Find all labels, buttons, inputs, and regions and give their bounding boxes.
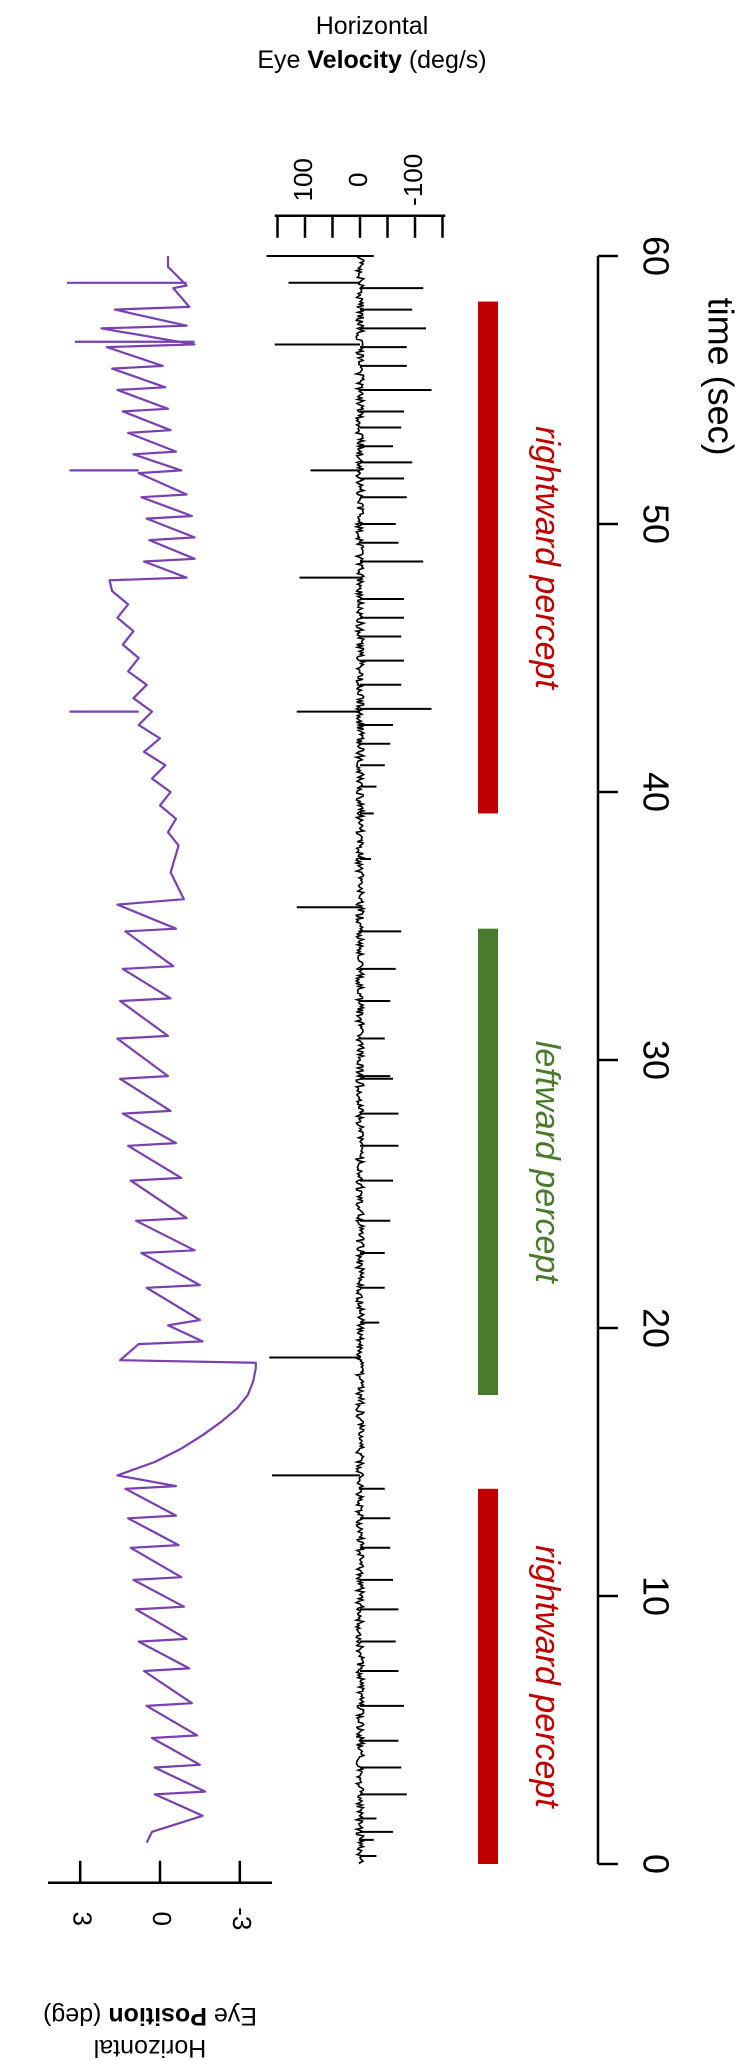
velocity-trace <box>266 255 432 1865</box>
time-tick-label: 20 <box>635 1308 676 1348</box>
velocity-tick-label: 0 <box>343 173 373 187</box>
percept-label: leftward percept <box>528 1041 566 1284</box>
rotated-plot-area: 3 0 -3 100 0 -100 rightward perceptleftward … <box>48 154 741 1930</box>
velocity-tick-label: 100 <box>288 158 318 201</box>
time-tick-label: 30 <box>635 1040 676 1080</box>
position-axis-label-line2: Eye Position (deg) <box>43 2002 257 2030</box>
percept-bars: rightward percept leftward percept rightwa… <box>478 301 566 1864</box>
time-axis-title: time (sec) <box>700 298 741 456</box>
velocity-label-bold: Velocity <box>307 46 402 74</box>
position-label-bold: Position <box>108 2002 207 2030</box>
velocity-axis-label-line1: Horizontal <box>316 12 429 40</box>
position-axis-label-line1: Horizontal <box>94 2034 207 2060</box>
percept-bar <box>478 1488 498 1864</box>
velocity-axis-label-line2: Eye Velocity (deg/s) <box>257 46 486 74</box>
time-tick-label: 50 <box>635 504 676 544</box>
position-label-suffix: (deg) <box>43 2002 108 2030</box>
time-tick-label: 40 <box>635 772 676 812</box>
position-line <box>100 256 257 1844</box>
position-trace <box>66 256 257 1844</box>
velocity-axis-label: Horizontal Eye Velocity (deg/s) <box>257 12 486 74</box>
velocity-label-prefix: Eye <box>257 46 307 74</box>
position-tick-label: -3 <box>227 1907 257 1930</box>
percept-label: rightward percept <box>528 1545 566 1809</box>
time-axis: 0 10 20 30 40 50 60 time (sec) <box>596 236 741 1874</box>
position-label-prefix: Eye <box>207 2002 257 2030</box>
time-tick-label: 60 <box>635 236 676 276</box>
position-tick-label: 3 <box>67 1912 97 1926</box>
percept-label: rightward percept <box>528 426 566 690</box>
position-axis-label: Horizontal Eye Position (deg) <box>43 2002 257 2060</box>
percept-bar <box>478 928 498 1395</box>
position-tick-label: 0 <box>147 1912 177 1926</box>
velocity-label-suffix: (deg/s) <box>402 46 487 74</box>
velocity-tick-label: -100 <box>398 154 428 206</box>
time-tick-label: 10 <box>635 1576 676 1616</box>
velocity-baseline <box>353 255 367 1865</box>
percept-bar <box>478 301 498 814</box>
position-axis: 3 0 -3 <box>48 1860 272 1930</box>
time-tick-label: 0 <box>635 1854 676 1874</box>
velocity-axis: 100 0 -100 <box>274 154 446 238</box>
